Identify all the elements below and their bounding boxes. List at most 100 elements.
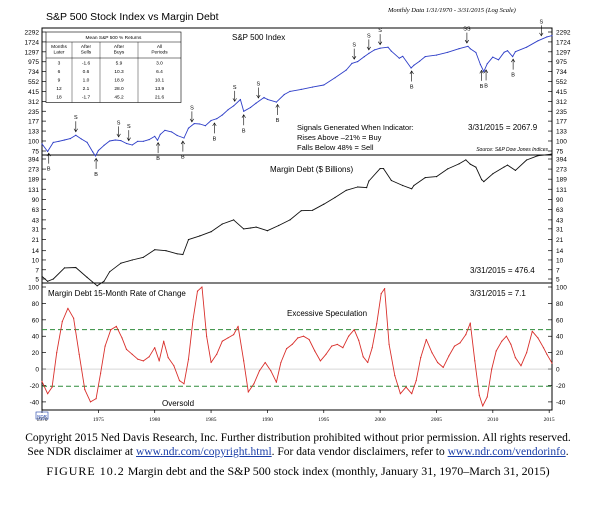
roc-line-point xyxy=(448,355,450,357)
roc-line-point xyxy=(394,375,396,377)
buy-signal-label: B xyxy=(511,73,515,79)
signals-text-line: Signals Generated When Indicator: xyxy=(297,123,414,132)
vendorinfo-link[interactable]: www.ndr.com/vendorinfo xyxy=(447,446,566,458)
stats-table-title: Mean S&P 500 % Returns xyxy=(86,35,143,41)
sp500-line-point xyxy=(447,51,449,53)
roc-line-point xyxy=(121,337,123,339)
sp500-line-point xyxy=(47,150,49,153)
buy-signal-label: B xyxy=(181,155,185,161)
roc-line-point xyxy=(442,366,444,368)
roc-line-point xyxy=(358,339,360,341)
sp500-line-point xyxy=(233,105,235,107)
roc-line-point xyxy=(56,352,58,354)
roc-line-point xyxy=(371,347,373,349)
sp500-line-point xyxy=(506,50,509,52)
margin-debt-line-point xyxy=(300,210,302,212)
buy-signal-label: B xyxy=(484,83,488,89)
sp500-line-point xyxy=(410,67,412,69)
roc-line-point xyxy=(163,340,165,342)
stats-table-cell: 1.0 xyxy=(83,78,90,84)
roc-line-point xyxy=(216,353,218,355)
sell-signal-label: S xyxy=(257,82,261,88)
sp500-line-point xyxy=(289,90,291,92)
sp500-line-point xyxy=(402,55,404,57)
roc-line-point xyxy=(291,343,293,345)
margin-debt-line-point xyxy=(411,188,413,190)
y-tick-label-right: 734 xyxy=(556,69,567,76)
sp500-line-point xyxy=(199,123,201,125)
panel3-title: Margin Debt 15-Month Rate of Change xyxy=(48,289,186,298)
panel3-current-value: 3/31/2015 = 7.1 xyxy=(470,289,526,298)
y-tick-label-left: 80 xyxy=(32,301,40,308)
y-tick-label-right: 312 xyxy=(556,99,567,106)
roc-line-point xyxy=(125,348,128,350)
sp500-line-point xyxy=(334,77,336,79)
disclaimer-text-1: See NDR disclaimer at xyxy=(27,446,136,458)
sp500-line-point xyxy=(479,63,481,66)
margin-debt-line-point xyxy=(447,168,449,170)
sp500-line-point xyxy=(368,52,370,55)
sp500-line-point xyxy=(94,155,97,157)
signals-text-line: Rises Above –21% = Buy xyxy=(297,133,382,142)
stats-table-cell: 6.4 xyxy=(156,69,163,75)
roc-line-point xyxy=(206,335,208,337)
sp500-line-point xyxy=(120,140,122,142)
y-tick-label-right: 975 xyxy=(556,59,567,66)
sp500-line-point xyxy=(311,86,314,88)
chart-title: S&P 500 Stock Index vs Margin Debt xyxy=(46,11,219,23)
margin-debt-line-point xyxy=(345,189,347,191)
margin-debt-line-point xyxy=(63,267,66,269)
sp500-line xyxy=(41,35,553,157)
stats-table-cell: 3.0 xyxy=(156,61,163,67)
y-tick-label-left: 552 xyxy=(28,79,39,86)
stats-table-header: All xyxy=(157,44,162,50)
buy-arrowhead xyxy=(212,122,217,127)
y-tick-label-right: 80 xyxy=(556,301,564,308)
roc-line-point xyxy=(336,343,338,345)
sp500-line-point xyxy=(187,127,190,129)
y-tick-label-right: 394 xyxy=(556,157,567,164)
margin-debt-line-point xyxy=(368,180,370,182)
margin-debt-line-point xyxy=(458,163,460,165)
sp500-line-point xyxy=(398,57,400,59)
sp500-line-point xyxy=(86,141,88,143)
margin-debt-line-point xyxy=(311,209,314,211)
sp500-line-point xyxy=(300,88,302,90)
roc-line-point xyxy=(505,335,507,337)
y-tick-label-right: -40 xyxy=(556,399,566,406)
margin-debt-line-point xyxy=(481,179,483,181)
sell-signal-label: S xyxy=(233,85,237,91)
roc-line-point xyxy=(47,393,49,395)
roc-line-point xyxy=(243,360,245,362)
roc-line-point xyxy=(362,356,364,358)
copyright-link[interactable]: www.ndr.com/copyright.html xyxy=(136,446,272,458)
sp500-line-point xyxy=(537,40,539,42)
y-tick-label-right: 75 xyxy=(556,149,564,156)
y-tick-label-left: 2292 xyxy=(25,30,40,37)
y-tick-label-right: 1297 xyxy=(556,49,571,56)
sp500-line-point xyxy=(114,139,116,141)
sp500-line-point xyxy=(52,141,54,143)
y-tick-label-left: 0 xyxy=(35,367,39,374)
y-tick-label-right: -20 xyxy=(556,383,566,390)
sp500-line-point xyxy=(75,134,77,136)
margin-debt-line-point xyxy=(96,285,98,287)
y-tick-label-right: 0 xyxy=(556,367,560,374)
roc-line-point xyxy=(201,286,203,288)
roc-line-point xyxy=(253,383,255,385)
margin-debt-line-point xyxy=(154,249,156,251)
sp500-line-point xyxy=(467,45,469,47)
sp500-line-point xyxy=(458,48,460,50)
roc-line-point xyxy=(158,360,160,362)
roc-line-point xyxy=(411,393,413,395)
x-tick-label: 1990 xyxy=(262,417,273,423)
margin-debt-line-point xyxy=(402,184,404,187)
y-tick-label-right: 5 xyxy=(556,277,560,284)
roc-line-point xyxy=(405,386,407,388)
stats-table-header: After xyxy=(114,44,125,50)
buy-signal-label: B xyxy=(242,128,246,134)
sp500-line-point xyxy=(41,143,43,145)
margin-debt-line-point xyxy=(424,177,426,179)
roc-line-point xyxy=(420,357,422,359)
